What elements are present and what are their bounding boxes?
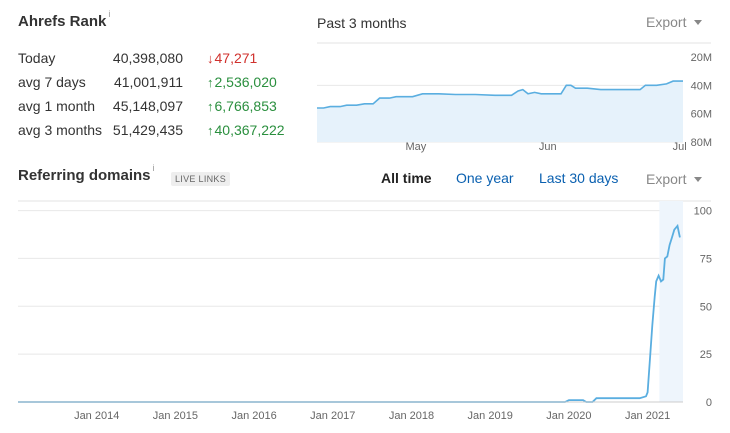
rank-row-delta-value: 6,766,853 [214, 98, 277, 114]
info-icon[interactable]: i [108, 9, 111, 19]
ahrefs-rank-chart: 20M 40M 60M 80M May Jun Jul [317, 42, 712, 153]
rank-row-delta-value: 40,367,222 [214, 122, 285, 138]
y-tick-label: 40M [691, 80, 712, 92]
referring-export-button[interactable]: Export [646, 171, 703, 187]
y-tick-label: 50 [700, 301, 712, 313]
rank-row-value: 40,398,080 [112, 50, 183, 66]
x-tick-label: May [406, 141, 427, 153]
referring-export-label: Export [646, 171, 687, 187]
ahrefs-rank-title: Ahrefs Rank i [18, 9, 111, 30]
x-tick-label: Jan 2017 [310, 410, 355, 422]
y-tick-label: 60M [691, 109, 712, 121]
caret-down-icon [694, 177, 703, 182]
x-tick-label: Jan 2018 [389, 410, 434, 422]
y-tick-label: 0 [706, 397, 712, 409]
y-tick-label: 75 [700, 253, 712, 265]
referring-domains-title-text: Referring domains [18, 167, 151, 184]
x-tick-label: Jul [673, 141, 687, 153]
rank-row-delta-value: 47,271 [214, 50, 258, 66]
arrow-up-icon: ↑ [207, 99, 214, 114]
rank-row-value: 41,001,911 [113, 74, 183, 90]
rank-row-delta: ↑40,367,222 [207, 122, 285, 138]
y-tick-label: 80M [691, 137, 712, 149]
y-tick-label: 25 [700, 349, 712, 361]
tab-last-30-days[interactable]: Last 30 days [539, 170, 619, 186]
rank-row-label: avg 3 months [18, 122, 103, 138]
referring-series-line [18, 223, 681, 403]
arrow-up-icon: ↑ [207, 123, 214, 138]
rank-row-delta: ↑6,766,853 [207, 98, 277, 114]
x-tick-label: Jan 2015 [153, 410, 198, 422]
tab-one-year[interactable]: One year [456, 170, 514, 186]
x-tick-label: Jun [539, 141, 557, 153]
rank-row-delta: ↑2,536,020 [207, 74, 277, 90]
caret-down-icon [694, 20, 703, 25]
referring-domains-title: Referring domains i [18, 163, 155, 184]
x-tick-label: Jan 2020 [546, 410, 591, 422]
y-tick-label: 20M [691, 52, 712, 64]
x-tick-label: Jan 2021 [625, 410, 670, 422]
rank-row-label: Today [18, 50, 56, 66]
rank-row-delta-value: 2,536,020 [214, 74, 277, 90]
rank-export-label: Export [646, 14, 687, 30]
rank-row-label: avg 1 month [18, 98, 96, 114]
rank-row-delta: ↓47,271 [207, 50, 257, 66]
tab-all-time[interactable]: All time [381, 170, 432, 186]
rank-row-value: 45,148,097 [112, 98, 183, 114]
rank-series-line [317, 80, 683, 109]
info-icon[interactable]: i [152, 163, 155, 173]
x-tick-label: Jan 2016 [231, 410, 276, 422]
rank-period-label: Past 3 months [317, 15, 407, 31]
rank-row-value: 51,429,435 [112, 122, 183, 138]
arrow-up-icon: ↑ [207, 75, 214, 90]
x-tick-label: Jan 2014 [74, 410, 119, 422]
rank-row-label: avg 7 days [18, 74, 86, 90]
live-links-badge: LIVE LINKS [171, 172, 231, 186]
arrow-down-icon: ↓ [207, 51, 214, 66]
rank-area-fill [317, 81, 683, 142]
rank-export-button[interactable]: Export [646, 14, 703, 30]
ahrefs-rank-title-text: Ahrefs Rank [18, 13, 107, 30]
y-tick-label: 100 [694, 206, 712, 218]
x-tick-label: Jan 2019 [468, 410, 513, 422]
recent-period-band [659, 201, 683, 402]
